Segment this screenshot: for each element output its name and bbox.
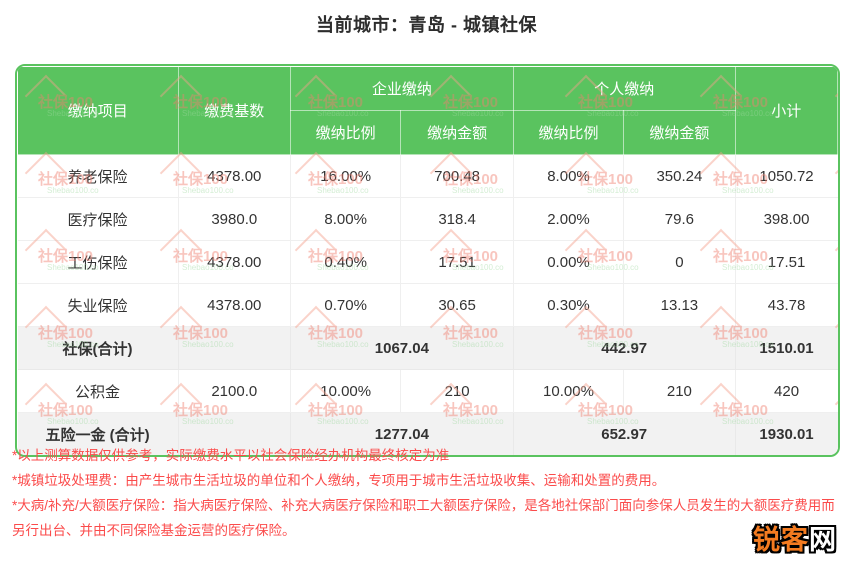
cell-item: 医疗保险 — [17, 197, 179, 241]
cell-subtotal: 1930.01 — [734, 412, 838, 455]
table-header: 缴纳项目 缴费基数 企业缴纳 个人缴纳 小计 缴纳比例 缴纳金额 缴纳比例 缴纳… — [17, 66, 838, 155]
footnote-disclaimer: *以上测算数据仅供参考，实际缴费水平以社会保险经办机构最终核定为准 — [12, 448, 450, 463]
cell-ent-amount: 700.48 — [400, 154, 514, 198]
cell-subtotal: 420 — [734, 369, 838, 413]
cell-per-amount: 79.6 — [623, 197, 736, 241]
cell-base: 2100.0 — [177, 369, 291, 413]
cell-base: 4378.00 — [177, 240, 291, 284]
footnote-major-illness: *大病/补充/大额医疗保险：指大病医疗保险、补充大病医疗保险和职工大额医疗保险，… — [12, 498, 835, 538]
cell-base: 3980.0 — [177, 197, 291, 241]
header-row-sub: 缴纳比例 缴纳金额 缴纳比例 缴纳金额 — [18, 110, 838, 155]
table-row-injury: 工伤保险 4378.00 0.40% 17.51 0.00% 0 17.51 — [17, 240, 838, 284]
table-row-unemployment: 失业保险 4378.00 0.70% 30.65 0.30% 13.13 43.… — [17, 283, 838, 327]
cell-per-amount: 13.13 — [623, 283, 736, 327]
cell-per-amount: 0 — [623, 240, 736, 284]
cell-item: 失业保险 — [17, 283, 179, 327]
cell-ent-ratio: 8.00% — [289, 197, 402, 241]
social-insurance-table: 缴纳项目 缴费基数 企业缴纳 个人缴纳 小计 缴纳比例 缴纳金额 缴纳比例 缴纳… — [15, 64, 840, 457]
footnotes: *以上测算数据仅供参考，实际缴费水平以社会保险经办机构最终核定为准 *城镇垃圾处… — [12, 443, 846, 543]
header-ent-amount: 缴纳金额 — [400, 110, 514, 155]
cell-per-amount: 442.97 — [512, 326, 736, 370]
table-row-medical: 医疗保险 3980.0 8.00% 318.4 2.00% 79.6 398.0… — [17, 197, 838, 241]
site-logo-text-main: 锐客 — [753, 525, 809, 555]
cell-ent-amount: 1277.04 — [289, 412, 514, 455]
cell-per-ratio: 0.30% — [512, 283, 625, 327]
site-logo-text-sub: 网 — [809, 525, 837, 555]
cell-ent-ratio: 10.00% — [289, 369, 402, 413]
cell-item: 五险一金 (合计) — [17, 412, 179, 455]
table-row-housing-fund: 公积金 2100.0 10.00% 210 10.00% 210 420 — [17, 369, 838, 413]
header-enterprise: 企业缴纳 — [289, 66, 514, 111]
cell-ent-amount: 210 — [400, 369, 514, 413]
header-ent-ratio: 缴纳比例 — [289, 110, 402, 155]
table-body: 养老保险 4378.00 16.00% 700.48 8.00% 350.24 … — [17, 154, 838, 455]
page-title: 当前城市：青岛 - 城镇社保 — [316, 15, 537, 35]
cell-per-ratio: 0.00% — [512, 240, 625, 284]
cell-per-amount: 210 — [623, 369, 736, 413]
cell-subtotal: 17.51 — [734, 240, 838, 284]
table-row-grand-total: 五险一金 (合计) 1277.04 652.97 1930.01 — [17, 412, 838, 455]
cell-per-ratio: 2.00% — [512, 197, 625, 241]
cell-item: 社保(合计) — [17, 326, 179, 370]
cell-subtotal: 398.00 — [734, 197, 838, 241]
cell-ent-amount: 1067.04 — [289, 326, 514, 370]
header-personal: 个人缴纳 — [512, 66, 736, 111]
cell-ent-amount: 30.65 — [400, 283, 514, 327]
cell-ent-amount: 318.4 — [400, 197, 514, 241]
cell-ent-amount: 17.51 — [400, 240, 514, 284]
cell-empty — [177, 326, 291, 370]
header-per-ratio: 缴纳比例 — [512, 110, 625, 155]
table-row-pension: 养老保险 4378.00 16.00% 700.48 8.00% 350.24 … — [17, 154, 838, 198]
cell-subtotal: 1510.01 — [734, 326, 838, 370]
cell-subtotal: 43.78 — [734, 283, 838, 327]
cell-item: 公积金 — [17, 369, 179, 413]
cell-per-amount: 350.24 — [623, 154, 736, 198]
cell-subtotal: 1050.72 — [734, 154, 838, 198]
cell-per-ratio: 8.00% — [512, 154, 625, 198]
cell-per-amount: 652.97 — [512, 412, 736, 455]
cell-ent-ratio: 0.70% — [289, 283, 402, 327]
header-subtotal: 小计 — [734, 66, 838, 155]
table-row-social-total: 社保(合计) 1067.04 442.97 1510.01 — [17, 326, 838, 370]
footnote-garbage-fee: *城镇垃圾处理费：由产生城市生活垃圾的单位和个人缴纳，专项用于城市生活垃圾收集、… — [12, 473, 666, 488]
cell-ent-ratio: 0.40% — [289, 240, 402, 284]
header-per-amount: 缴纳金额 — [623, 110, 736, 155]
cell-base: 4378.00 — [177, 154, 291, 198]
header-item: 缴纳项目 — [17, 66, 179, 155]
cell-empty — [177, 412, 291, 455]
cell-item: 养老保险 — [17, 154, 179, 198]
cell-item: 工伤保险 — [17, 240, 179, 284]
contribution-table: 缴纳项目 缴费基数 企业缴纳 个人缴纳 小计 缴纳比例 缴纳金额 缴纳比例 缴纳… — [17, 66, 838, 455]
header-row-groups: 缴纳项目 缴费基数 企业缴纳 个人缴纳 小计 — [17, 66, 838, 155]
cell-per-ratio: 10.00% — [512, 369, 625, 413]
header-base: 缴费基数 — [177, 66, 291, 155]
cell-ent-ratio: 16.00% — [289, 154, 402, 198]
cell-base: 4378.00 — [177, 283, 291, 327]
site-logo: 锐客网 — [753, 518, 837, 557]
